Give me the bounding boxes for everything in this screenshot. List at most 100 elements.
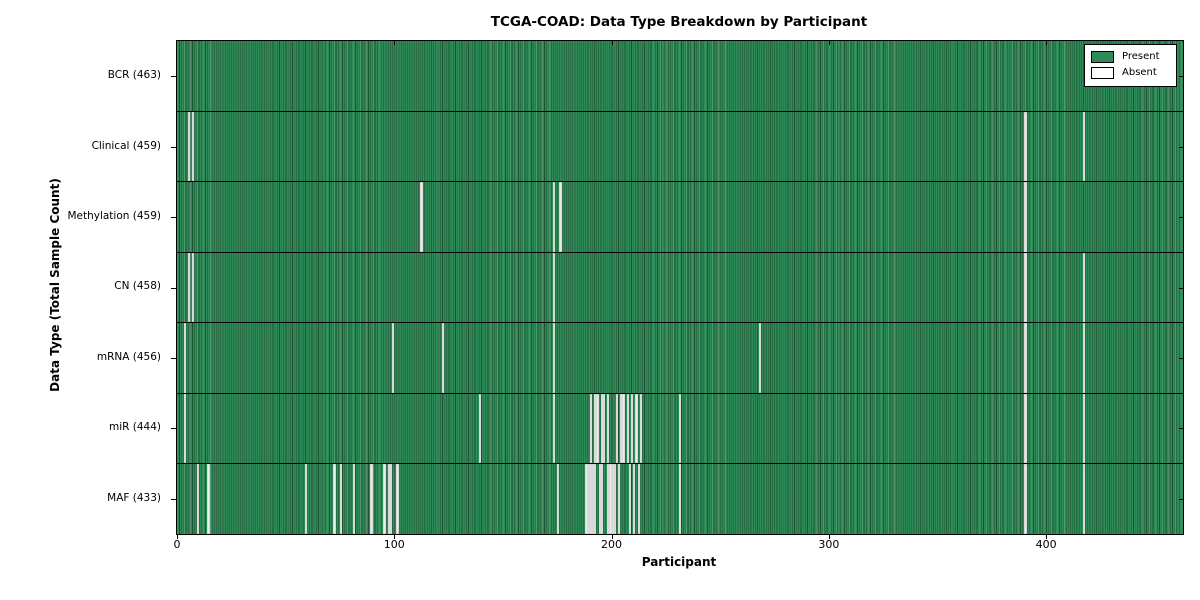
legend: Present Absent bbox=[1084, 44, 1177, 87]
absent-stripe bbox=[639, 393, 642, 464]
x-tick-label: 200 bbox=[601, 538, 623, 551]
absent-stripe bbox=[1083, 464, 1086, 535]
heatmap-row-methylation bbox=[177, 181, 1183, 252]
absent-stripe bbox=[370, 464, 373, 535]
y-tick-mark bbox=[171, 357, 176, 359]
x-tick-label: 0 bbox=[173, 538, 181, 551]
heatmap-row-bcr bbox=[177, 41, 1183, 111]
absent-stripe bbox=[607, 464, 610, 535]
absent-stripe bbox=[552, 323, 556, 393]
absent-stripe bbox=[420, 182, 423, 252]
x-tick-mark bbox=[394, 535, 396, 539]
x-tick-mark bbox=[611, 535, 613, 539]
absent-stripe bbox=[396, 464, 399, 535]
absent-stripe bbox=[759, 323, 762, 393]
absent-stripe bbox=[1024, 111, 1027, 182]
absent-stripe bbox=[1083, 323, 1086, 393]
x-tick-label: 100 bbox=[383, 538, 405, 551]
absent-stripe bbox=[187, 252, 191, 323]
row-label-mrna: mRNA (456) bbox=[96, 350, 161, 363]
absent-stripe bbox=[631, 393, 634, 464]
absent-stripe bbox=[678, 393, 682, 464]
y-tick-mark bbox=[1179, 146, 1184, 148]
absent-stripe bbox=[1024, 323, 1027, 393]
absent-stripe bbox=[592, 464, 595, 535]
heatmap-row-cn bbox=[177, 251, 1183, 323]
present-swatch bbox=[1091, 51, 1114, 63]
y-tick-mark bbox=[171, 76, 176, 78]
absent-stripe bbox=[633, 464, 636, 535]
absent-stripe bbox=[352, 464, 356, 535]
row-label-mir: miR (444) bbox=[108, 421, 161, 434]
y-tick-mark bbox=[171, 428, 176, 430]
absent-stripe bbox=[387, 464, 390, 535]
absent-stripe bbox=[1024, 393, 1027, 464]
absent-stripe bbox=[602, 393, 606, 464]
y-tick-mark bbox=[1179, 498, 1184, 500]
heatmap-rows bbox=[177, 41, 1183, 535]
absent-stripe bbox=[594, 393, 597, 464]
absent-stripe bbox=[389, 464, 393, 535]
x-tick-mark bbox=[394, 41, 396, 45]
x-tick-mark bbox=[828, 41, 830, 45]
absent-stripe bbox=[1083, 393, 1086, 464]
absent-swatch bbox=[1091, 67, 1114, 79]
absent-stripe bbox=[607, 393, 610, 464]
row-label-maf: MAF (433) bbox=[107, 491, 161, 504]
x-tick-mark bbox=[828, 535, 830, 539]
y-tick-mark bbox=[171, 287, 176, 289]
absent-stripe bbox=[1024, 182, 1027, 252]
heatmap-row-mrna bbox=[177, 322, 1183, 393]
y-tick-mark bbox=[1179, 428, 1184, 430]
absent-stripe bbox=[552, 393, 556, 464]
absent-stripe bbox=[635, 393, 638, 464]
absent-stripe bbox=[383, 464, 386, 535]
absent-stripe bbox=[442, 323, 445, 393]
chart-title: TCGA-COAD: Data Type Breakdown by Partic… bbox=[490, 14, 868, 30]
y-tick-labels: BCR (463) Clinical (459) Methylation (45… bbox=[0, 40, 168, 533]
x-axis-label: Participant bbox=[641, 555, 717, 569]
y-tick-mark bbox=[171, 498, 176, 500]
absent-stripe bbox=[1024, 464, 1027, 535]
absent-stripe bbox=[615, 393, 619, 464]
absent-stripe bbox=[589, 393, 592, 464]
absent-stripe bbox=[479, 393, 482, 464]
heatmap-row-mir bbox=[177, 392, 1183, 464]
absent-stripe bbox=[600, 393, 603, 464]
absent-stripe bbox=[192, 252, 195, 323]
absent-stripe bbox=[637, 464, 640, 535]
absent-stripe bbox=[207, 464, 210, 535]
y-tick-mark bbox=[1179, 287, 1184, 289]
absent-stripe bbox=[587, 464, 590, 535]
heatmap-row-clinical bbox=[177, 110, 1183, 182]
absent-stripe bbox=[333, 464, 336, 535]
absent-stripe bbox=[600, 464, 603, 535]
absent-stripe bbox=[192, 111, 195, 182]
plot-area bbox=[176, 40, 1184, 535]
absent-stripe bbox=[1083, 111, 1086, 182]
absent-stripe bbox=[557, 464, 560, 535]
x-tick-mark bbox=[1046, 535, 1048, 539]
absent-stripe bbox=[613, 464, 616, 535]
row-label-methylation: Methylation (459) bbox=[67, 210, 161, 223]
x-tick-mark bbox=[1046, 41, 1048, 45]
absent-stripe bbox=[622, 393, 625, 464]
absent-stripe bbox=[1024, 252, 1027, 323]
absent-stripe bbox=[589, 464, 592, 535]
x-tick-mark bbox=[177, 535, 178, 539]
y-tick-mark bbox=[171, 146, 176, 148]
absent-stripe bbox=[196, 464, 199, 535]
legend-entry-absent: Absent bbox=[1091, 65, 1170, 81]
absent-stripe bbox=[305, 464, 308, 535]
absent-stripe bbox=[339, 464, 343, 535]
y-tick-mark bbox=[1179, 217, 1184, 219]
row-label-bcr: BCR (463) bbox=[107, 69, 161, 82]
legend-label-present: Present bbox=[1122, 51, 1160, 62]
x-tick-label: 400 bbox=[1035, 538, 1057, 551]
absent-stripe bbox=[626, 393, 629, 464]
absent-stripe bbox=[585, 464, 588, 535]
row-label-cn: CN (458) bbox=[114, 280, 161, 293]
absent-stripe bbox=[552, 252, 556, 323]
absent-stripe bbox=[678, 464, 682, 535]
